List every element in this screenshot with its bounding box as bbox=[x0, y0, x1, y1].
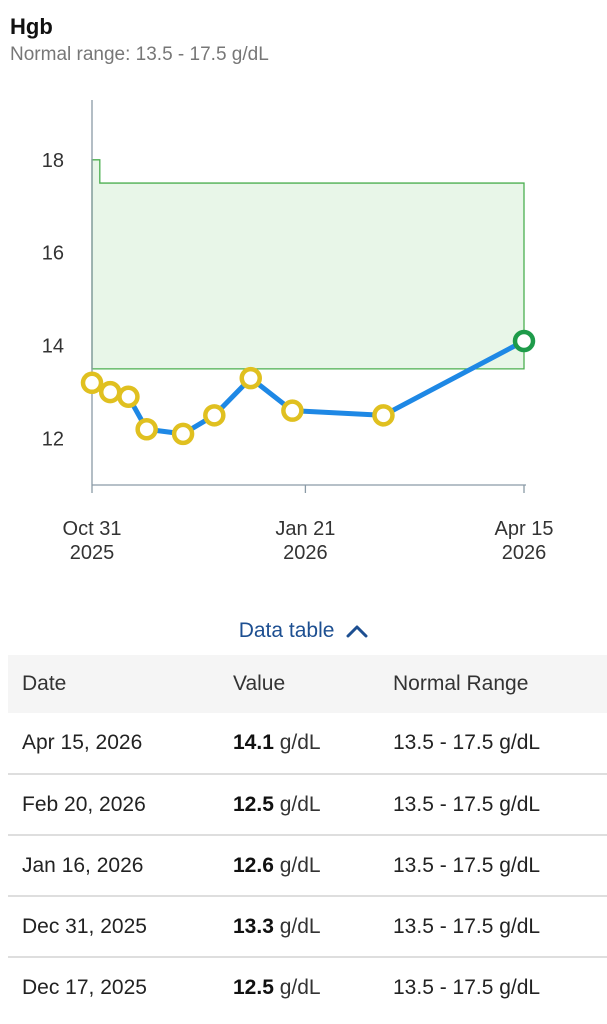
row-normal-range: 13.5 - 17.5 g/dL bbox=[393, 853, 541, 877]
data-table-toggle[interactable]: Data table bbox=[0, 619, 607, 643]
column-header-normal-range: Normal Range bbox=[393, 672, 529, 695]
data-point bbox=[80, 371, 104, 395]
data-table: Date Value Normal Range Apr 15, 2026 14.… bbox=[8, 655, 607, 1018]
table-header-row: Date Value Normal Range bbox=[8, 655, 607, 713]
row-value-cell: 12.6 g/dL bbox=[232, 835, 392, 896]
data-point bbox=[372, 404, 395, 427]
row-unit: g/dL bbox=[279, 914, 321, 938]
data-point bbox=[98, 380, 122, 404]
data-point bbox=[239, 366, 262, 390]
row-value: 14.1 bbox=[233, 731, 274, 754]
table-row: Dec 31, 2025 13.3 g/dL 13.5 - 17.5 g/dL bbox=[8, 896, 607, 957]
row-unit: g/dL bbox=[279, 853, 321, 877]
row-normal-range: 13.5 - 17.5 g/dL bbox=[393, 792, 541, 816]
x-tick-label: 2025 bbox=[70, 542, 115, 564]
row-date: Apr 15, 2026 bbox=[22, 731, 143, 754]
row-value-cell: 12.5 g/dL bbox=[232, 774, 392, 835]
y-tick-label: 18 bbox=[42, 150, 64, 172]
row-normal-range: 13.5 - 17.5 g/dL bbox=[393, 731, 541, 754]
y-tick-label: 16 bbox=[42, 243, 64, 265]
x-tick-label: 2026 bbox=[283, 542, 328, 564]
data-point bbox=[135, 418, 158, 441]
row-value-cell: 13.3 g/dL bbox=[232, 896, 392, 957]
row-value-cell: 12.5 g/dL bbox=[232, 957, 392, 1018]
row-date: Dec 31, 2025 bbox=[22, 914, 147, 938]
table-row: Dec 17, 2025 12.5 g/dL 13.5 - 17.5 g/dL bbox=[8, 957, 607, 1018]
data-point bbox=[281, 399, 304, 422]
row-value: 12.6 bbox=[233, 853, 274, 877]
y-tick-label: 14 bbox=[42, 336, 64, 358]
data-point bbox=[203, 404, 226, 427]
data-point bbox=[117, 385, 140, 408]
latest-data-point bbox=[512, 329, 536, 353]
table-row: Apr 15, 2026 14.1 g/dL 13.5 - 17.5 g/dL bbox=[8, 713, 607, 774]
x-tick-label: 2026 bbox=[502, 542, 547, 564]
row-unit: g/dL bbox=[279, 731, 321, 754]
row-value: 12.5 bbox=[233, 792, 274, 816]
row-value: 12.5 bbox=[233, 976, 274, 999]
header: Hgb Normal range: 13.5 - 17.5 g/dL bbox=[10, 14, 269, 66]
row-date: Jan 16, 2026 bbox=[22, 853, 144, 877]
data-point bbox=[171, 422, 195, 446]
x-tick-label: Apr 15 bbox=[495, 518, 554, 540]
x-tick-label: Jan 21 bbox=[275, 518, 335, 540]
row-unit: g/dL bbox=[279, 792, 321, 816]
normal-range-band bbox=[91, 159, 525, 370]
page-title: Hgb bbox=[10, 14, 53, 39]
column-header-date: Date bbox=[22, 672, 67, 695]
data-table-toggle-label: Data table bbox=[238, 619, 335, 642]
y-tick-label: 12 bbox=[42, 429, 64, 451]
normal-range-subtitle: Normal range: 13.5 - 17.5 g/dL bbox=[10, 44, 269, 65]
column-header-value: Value bbox=[233, 672, 286, 695]
x-tick-label: Oct 31 bbox=[63, 518, 122, 540]
row-date: Feb 20, 2026 bbox=[22, 792, 146, 816]
chevron-up-icon bbox=[346, 625, 368, 638]
row-normal-range: 13.5 - 17.5 g/dL bbox=[393, 976, 541, 999]
row-value: 13.3 bbox=[233, 914, 274, 938]
table-row: Jan 16, 2026 12.6 g/dL 13.5 - 17.5 g/dL bbox=[8, 835, 607, 896]
table-row: Feb 20, 2026 12.5 g/dL 13.5 - 17.5 g/dL bbox=[8, 774, 607, 835]
row-normal-range: 13.5 - 17.5 g/dL bbox=[393, 914, 541, 938]
row-date: Dec 17, 2025 bbox=[22, 976, 147, 999]
row-value-cell: 14.1 g/dL bbox=[232, 713, 392, 774]
row-unit: g/dL bbox=[279, 976, 321, 999]
